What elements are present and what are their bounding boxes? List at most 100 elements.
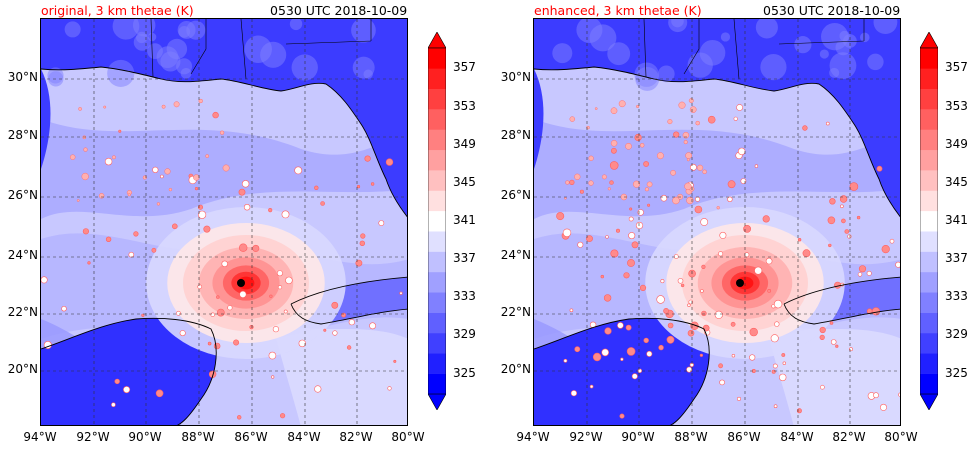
rain-cell <box>736 104 743 111</box>
rain-cell <box>738 147 746 156</box>
cbar-segment <box>428 353 446 374</box>
map-original <box>40 18 408 426</box>
lon-tick-label: 86°W <box>234 430 268 444</box>
map-canvas <box>41 19 407 425</box>
rain-cell <box>774 321 780 327</box>
cloud-patch <box>821 22 849 51</box>
rain-cell <box>78 107 82 111</box>
rain-cell <box>682 131 690 139</box>
coastline-yucatan <box>41 317 217 425</box>
rain-cell <box>656 152 664 160</box>
cloud-patch <box>351 19 376 43</box>
cloud-patch <box>352 56 375 79</box>
rain-cell <box>179 330 186 337</box>
rain-cell <box>772 363 778 369</box>
lon-tick-label: 94°W <box>23 430 57 444</box>
rain-cell <box>370 182 375 186</box>
cbar-segment <box>428 190 446 212</box>
rain-cell <box>111 402 116 408</box>
rain-cell <box>570 390 578 397</box>
rain-cell <box>740 178 747 184</box>
cloud-patch <box>635 66 660 91</box>
cbar-segment <box>920 170 938 191</box>
rain-cell <box>767 288 772 293</box>
rain-cell <box>618 100 626 108</box>
colorbar-tick-label: 341 <box>453 213 476 227</box>
rain-cell <box>197 284 202 290</box>
rain-cell <box>687 303 691 307</box>
land-yucatan <box>41 318 217 425</box>
cbar-segment <box>920 373 938 395</box>
rain-cell <box>601 174 607 180</box>
rain-cell <box>670 169 676 176</box>
rain-cell <box>588 180 594 186</box>
cbar-segment <box>428 373 446 395</box>
rain-cell <box>646 181 653 188</box>
lat-tick-label: 24°N <box>7 248 38 262</box>
rain-cell <box>111 155 116 160</box>
left-panel-title: original, 3 km thetae (K) <box>41 3 194 18</box>
rain-cell <box>41 276 48 284</box>
rain-cell <box>627 259 635 267</box>
lat-tick-label: 30°N <box>7 70 38 84</box>
rain-cell <box>643 337 649 344</box>
rain-cell <box>205 154 210 158</box>
lon-tick-label: 86°W <box>727 430 761 444</box>
land-texas <box>534 69 544 169</box>
rain-cell <box>718 363 723 369</box>
cbar-extend-low <box>919 393 939 411</box>
colorbar-enhanced <box>919 31 939 411</box>
rain-cell <box>719 379 725 386</box>
colorbar-tick-label: 345 <box>453 174 476 189</box>
rain-cell <box>281 210 290 219</box>
cbar-segment <box>920 312 938 334</box>
rain-cell <box>866 270 872 276</box>
rain-cell <box>828 243 832 248</box>
rain-cell <box>151 247 157 253</box>
colorbar-tick-label: 337 <box>453 251 476 266</box>
rain-cell <box>348 319 355 326</box>
colorbar-tick-label: 333 <box>945 289 968 304</box>
rain-cell <box>331 301 339 309</box>
rain-cell <box>269 294 273 298</box>
rain-cell <box>356 185 361 189</box>
rain-cell <box>619 413 625 419</box>
rain-cell <box>156 202 161 206</box>
rain-cell <box>586 235 593 242</box>
cbar-segment <box>428 271 446 293</box>
rain-cell <box>677 277 684 284</box>
rain-cell <box>830 339 837 345</box>
rain-cell <box>213 342 221 350</box>
rain-cell <box>660 194 668 202</box>
lon-tick-label: 92°W <box>76 430 110 444</box>
rain-cell <box>237 415 242 420</box>
coastline-yucatan <box>534 317 710 425</box>
rain-cell <box>727 196 733 203</box>
rain-cell <box>601 348 609 357</box>
rain-cell <box>276 270 283 277</box>
rain-cell <box>754 164 759 168</box>
rain-cell <box>574 173 581 180</box>
rain-cell <box>773 299 783 309</box>
lat-tick-label: 26°N <box>7 188 38 202</box>
rain-cell <box>364 155 371 162</box>
rain-cell <box>680 283 685 288</box>
rain-cell <box>765 257 773 265</box>
rain-cell <box>609 180 614 185</box>
cloud-patch <box>819 49 829 59</box>
rain-cell <box>603 294 612 302</box>
rain-cell <box>152 166 159 173</box>
rain-cell <box>346 345 352 350</box>
cbar-segment <box>920 353 938 374</box>
rain-cell <box>625 324 632 331</box>
rain-cell <box>733 116 738 121</box>
thetae-band <box>534 119 900 219</box>
rain-cell <box>840 204 844 209</box>
rain-cell <box>565 180 570 185</box>
map-enhanced <box>533 18 901 426</box>
rain-cell <box>820 384 825 390</box>
lat-tick-label: 28°N <box>7 128 38 142</box>
rain-cell <box>320 201 325 206</box>
cloud-patch <box>132 19 156 37</box>
rain-cell <box>198 98 203 104</box>
